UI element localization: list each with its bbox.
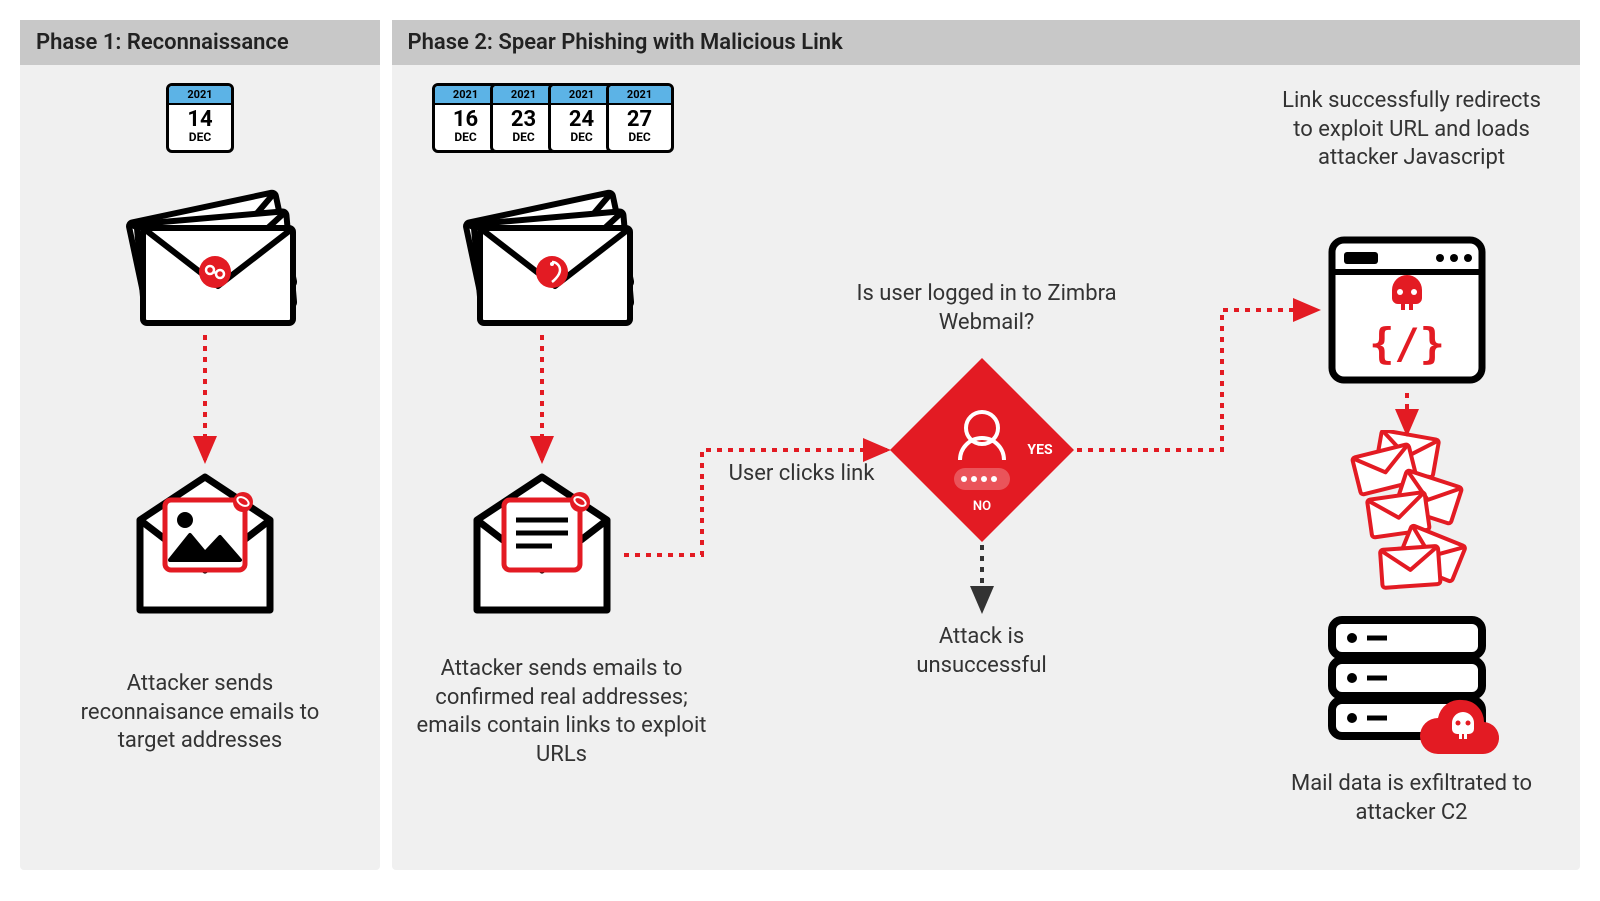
phase-1-title: Phase 1: Reconnaissance bbox=[20, 20, 380, 65]
click-label: User clicks link bbox=[722, 460, 882, 489]
phase1-caption: Attacker sends reconnaisance emails to t… bbox=[60, 670, 340, 756]
exfil-caption: Mail data is exfiltrated to attacker C2 bbox=[1262, 770, 1562, 827]
browser-caption: Link successfully redirects to exploit U… bbox=[1272, 87, 1552, 173]
decision-question: Is user logged in to Zimbra Webmail? bbox=[852, 280, 1122, 337]
phase-2-panel: Phase 2: Spear Phishing with Malicious L… bbox=[392, 20, 1580, 870]
phase2-step1-caption: Attacker sends emails to confirmed real … bbox=[412, 655, 712, 769]
phase-1-panel: Phase 1: Reconnaissance 2021 14 DEC bbox=[20, 20, 380, 870]
phase-2-title: Phase 2: Spear Phishing with Malicious L… bbox=[392, 20, 1580, 65]
no-result: Attack is unsuccessful bbox=[882, 623, 1082, 680]
